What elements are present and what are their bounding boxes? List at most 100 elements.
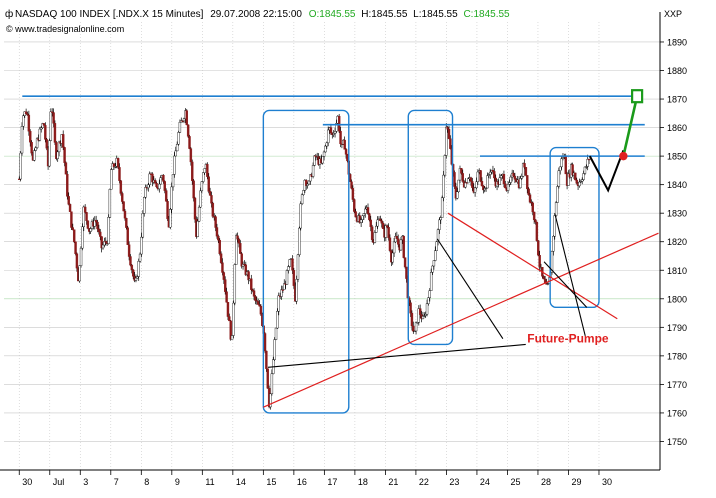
candle-body — [40, 127, 43, 130]
candle-body — [56, 151, 59, 159]
candle-body — [94, 220, 98, 223]
candle-body — [582, 173, 585, 180]
candle-body — [366, 207, 370, 215]
candle-body — [178, 121, 182, 133]
candle-body — [274, 327, 278, 340]
candle-body — [116, 158, 120, 168]
y-tick-label: 1820 — [667, 237, 687, 247]
candle-body — [52, 112, 55, 124]
candle-body — [192, 180, 195, 199]
candle-body — [230, 335, 234, 340]
candle-body — [309, 174, 312, 182]
candle-body — [324, 145, 327, 153]
x-tick-label: 15 — [266, 477, 276, 487]
y-tick-label: 1760 — [667, 408, 687, 418]
candle-body — [206, 164, 209, 177]
candle-body — [74, 241, 77, 255]
candle-body — [523, 163, 526, 168]
candle-body — [141, 213, 145, 238]
candle-body — [295, 279, 298, 302]
candle-body — [55, 142, 58, 159]
candle-body — [387, 227, 390, 239]
candle-body — [394, 236, 397, 243]
candle-body — [281, 289, 285, 291]
candle-body — [416, 322, 419, 324]
candle-body — [311, 165, 315, 177]
candle-body — [418, 308, 422, 315]
candle-body — [392, 241, 396, 254]
candle-body — [405, 266, 408, 279]
candle-body — [483, 188, 486, 191]
candle-body — [508, 182, 511, 185]
candle-body — [579, 180, 583, 183]
candle-body — [434, 250, 437, 261]
candle-body — [251, 289, 254, 291]
candle-body — [277, 295, 280, 312]
candle-body — [445, 126, 448, 156]
candle-body — [203, 168, 206, 173]
x-tick-label: 21 — [388, 477, 398, 487]
candle-body — [557, 170, 561, 187]
candle-body — [339, 130, 342, 145]
candle-body — [482, 185, 485, 191]
candle-body — [321, 156, 324, 164]
candle-body — [96, 221, 99, 230]
candle-body — [22, 115, 25, 127]
x-tick-label: 11 — [205, 477, 214, 487]
candle-body — [81, 226, 84, 249]
timestamp: 29.07.2008 22:15:00 — [210, 9, 302, 20]
candle-body — [218, 239, 221, 254]
candle-body — [443, 155, 447, 176]
candle-body — [48, 140, 51, 167]
pattern-box — [549, 146, 600, 309]
candle-body — [18, 178, 21, 180]
candle-body — [546, 283, 550, 285]
candle-body — [265, 350, 268, 369]
candle-body — [361, 215, 364, 220]
candle-body — [428, 290, 431, 298]
candle-body — [108, 189, 112, 218]
candle-body — [29, 131, 32, 143]
x-tick-label: 8 — [144, 477, 149, 487]
candle-body — [75, 253, 79, 269]
candle-body — [299, 203, 302, 229]
candle-body — [185, 110, 188, 126]
candle-body — [121, 193, 124, 202]
candle-body — [305, 180, 308, 186]
candle-body — [85, 212, 88, 221]
candle-body — [200, 181, 204, 192]
candle-body — [498, 177, 502, 185]
candle-body — [358, 215, 361, 223]
candle-body — [110, 169, 113, 190]
candle-body — [19, 152, 22, 180]
candle-body — [583, 166, 587, 174]
candle-body — [158, 183, 161, 190]
candle-body — [409, 302, 412, 314]
candle-body — [266, 368, 269, 389]
candle-body — [97, 228, 101, 233]
candle-body — [298, 227, 301, 256]
candle-body — [232, 302, 235, 336]
candle-body — [221, 262, 224, 273]
candle-body — [147, 184, 150, 189]
candle-body — [343, 139, 346, 150]
pointer-line — [436, 238, 504, 340]
y-tick-label: 1880 — [667, 66, 687, 76]
candle-body — [219, 253, 223, 263]
candle-body — [82, 206, 85, 228]
candle-body — [125, 217, 128, 228]
x-tick-label: 16 — [297, 477, 307, 487]
x-tick-label: 30 — [602, 477, 612, 487]
candle-body — [379, 218, 382, 221]
candle-body — [27, 114, 31, 132]
candle-body — [302, 190, 305, 195]
candle-body — [228, 316, 231, 322]
candle-body — [285, 270, 289, 285]
candle-body — [337, 115, 341, 132]
x-tick-label: 22 — [419, 477, 429, 487]
candle-body — [446, 126, 449, 130]
candle-body — [173, 155, 176, 175]
candle-body — [225, 291, 228, 303]
candle-body — [244, 264, 248, 275]
candle-body — [53, 123, 57, 143]
